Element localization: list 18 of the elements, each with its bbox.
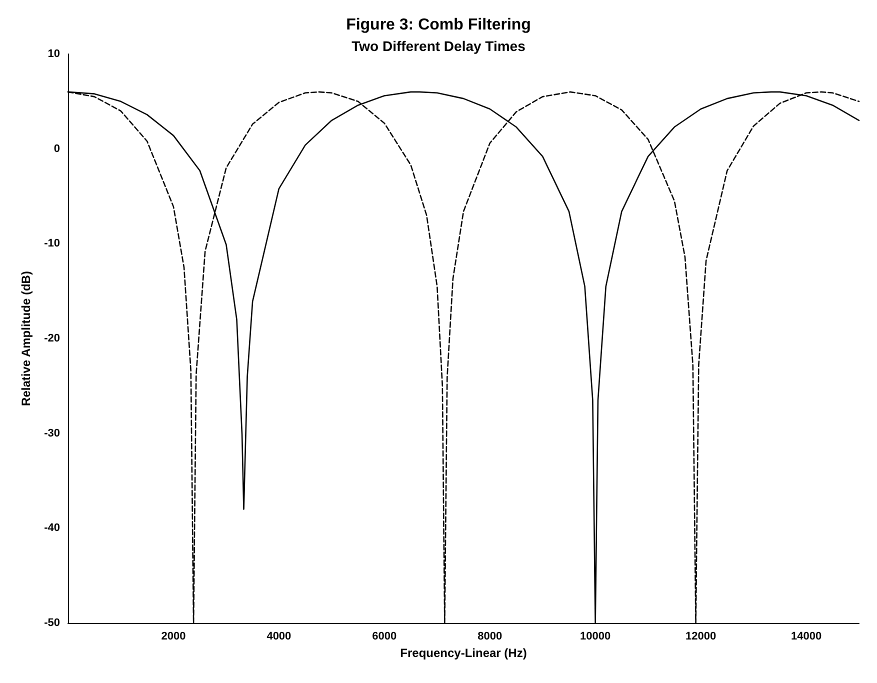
chart-title: Figure 3: Comb Filtering [346, 16, 531, 34]
y-tick-label: 0 [54, 142, 60, 155]
y-tick-label: 10 [48, 48, 60, 60]
x-tick-label: 10000 [580, 630, 611, 642]
x-tick-label: 14000 [790, 630, 822, 642]
x-tick-label: 4000 [266, 630, 292, 642]
x-tick-label: 12000 [686, 630, 716, 642]
x-tick-label: 6000 [372, 630, 397, 642]
y-axis-title: Relative Amplitude (dB) [19, 271, 33, 406]
y-tick-label: -30 [44, 427, 60, 440]
x-axis-title: Frequency-Linear (Hz) [400, 646, 527, 660]
chart-subtitle: Two Different Delay Times [352, 38, 526, 54]
y-tick-label: -40 [44, 522, 60, 534]
x-tick-label: 2000 [161, 630, 186, 642]
y-tick-label: -10 [44, 238, 60, 250]
y-tick-label: -50 [44, 617, 60, 629]
y-tick-label: -20 [44, 332, 60, 344]
x-tick-label: 8000 [478, 630, 502, 642]
